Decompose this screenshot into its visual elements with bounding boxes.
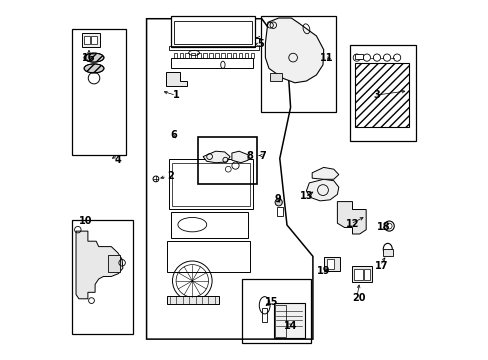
Text: 8: 8 xyxy=(246,150,253,161)
Bar xyxy=(261,16,335,112)
Bar xyxy=(238,53,242,58)
Bar xyxy=(81,33,101,47)
Polygon shape xyxy=(167,296,219,304)
Bar xyxy=(269,73,282,81)
Bar xyxy=(174,21,251,44)
Text: 5: 5 xyxy=(257,39,264,49)
Bar xyxy=(226,53,230,58)
Text: 18: 18 xyxy=(376,222,389,232)
Text: 12: 12 xyxy=(345,219,359,229)
Text: 15: 15 xyxy=(264,297,278,307)
Bar xyxy=(273,303,304,338)
Bar xyxy=(91,36,97,44)
Circle shape xyxy=(275,199,282,206)
Bar xyxy=(209,53,212,58)
Bar xyxy=(351,266,371,282)
Text: 2: 2 xyxy=(167,171,174,181)
Text: 13: 13 xyxy=(300,191,313,201)
Bar xyxy=(276,207,283,216)
Bar xyxy=(197,53,201,58)
Bar xyxy=(250,53,254,58)
Text: 20: 20 xyxy=(351,293,365,303)
Text: 1: 1 xyxy=(172,90,179,100)
Polygon shape xyxy=(311,167,338,179)
Polygon shape xyxy=(203,151,230,163)
Polygon shape xyxy=(231,151,247,163)
Bar xyxy=(167,241,249,272)
Bar xyxy=(83,36,90,44)
Polygon shape xyxy=(166,72,186,86)
Bar xyxy=(203,53,206,58)
Bar xyxy=(324,257,339,271)
Bar xyxy=(198,137,256,184)
Bar xyxy=(185,53,189,58)
Bar xyxy=(215,53,218,58)
Polygon shape xyxy=(265,18,323,83)
Bar xyxy=(355,54,363,59)
Polygon shape xyxy=(76,231,122,299)
Text: 19: 19 xyxy=(316,266,330,276)
Bar xyxy=(275,305,285,337)
Bar xyxy=(353,269,362,280)
Text: 3: 3 xyxy=(372,90,379,100)
Text: 11: 11 xyxy=(319,53,333,63)
Text: 9: 9 xyxy=(274,194,281,204)
Bar xyxy=(326,259,333,269)
Text: 6: 6 xyxy=(170,130,177,140)
Text: 14: 14 xyxy=(283,321,296,331)
Bar xyxy=(191,53,195,58)
Bar xyxy=(221,53,224,58)
Bar xyxy=(107,255,120,272)
Polygon shape xyxy=(337,202,366,234)
Text: 17: 17 xyxy=(374,261,388,271)
Text: 16: 16 xyxy=(82,53,96,63)
Bar xyxy=(168,46,258,50)
Bar xyxy=(363,269,369,280)
Bar xyxy=(72,29,125,155)
Bar xyxy=(349,45,415,141)
Bar xyxy=(170,212,247,238)
Bar xyxy=(244,53,248,58)
Bar xyxy=(232,53,236,58)
Ellipse shape xyxy=(84,53,104,62)
Bar xyxy=(242,279,311,343)
Bar xyxy=(355,63,408,127)
Polygon shape xyxy=(306,179,338,201)
Bar xyxy=(262,308,266,322)
Bar xyxy=(173,53,177,58)
Polygon shape xyxy=(170,16,255,47)
Ellipse shape xyxy=(84,64,104,73)
Bar xyxy=(179,53,183,58)
Bar xyxy=(168,159,253,209)
Bar xyxy=(170,58,253,68)
Bar xyxy=(382,249,392,256)
Polygon shape xyxy=(146,19,312,339)
Text: 10: 10 xyxy=(79,216,93,226)
Text: 7: 7 xyxy=(259,150,266,161)
Bar xyxy=(171,163,250,206)
Text: 4: 4 xyxy=(114,155,121,165)
Bar xyxy=(72,220,133,334)
